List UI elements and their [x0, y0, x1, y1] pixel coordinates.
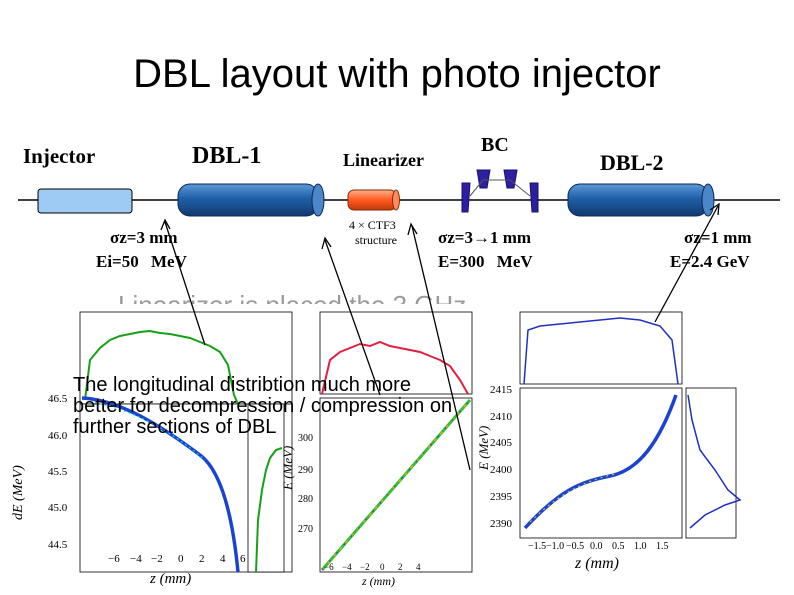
pointer-arrows [160, 202, 720, 471]
plot2-ytick: 290 [298, 465, 313, 476]
plot3-xtick: 1.0 [634, 541, 647, 552]
plot2-xtick: 2 [398, 562, 403, 572]
param-sigma-3: σz=1 mm [684, 228, 752, 247]
plot1-yticks: 46.5 46.0 45.5 45.0 44.5 [48, 393, 68, 551]
dbl1-label: DBL-1 [192, 143, 262, 169]
plot1-xtick: 2 [199, 553, 205, 565]
plot1-xtick: 6 [240, 553, 246, 565]
param-sigma-2: σz=3→1 mm [438, 228, 532, 247]
plot1-ytick: 45.0 [48, 502, 68, 514]
bc-chicane [461, 169, 539, 213]
plot1-ytick: 44.5 [48, 539, 68, 551]
plot3-ytick: 2410 [490, 411, 513, 423]
dbl1-cylinder [177, 183, 319, 217]
plot3-xticks: −1.5 −1.0 −0.5 0.0 0.5 1.0 1.5 [528, 541, 669, 552]
plot-3 [519, 311, 742, 539]
plot3-ylabel: E (MeV) [476, 426, 491, 471]
plot2-ylabel: E (MeV) [280, 446, 295, 491]
plot2-ytick: 300 [298, 433, 313, 444]
arrow-to-dbl2-exit [654, 205, 719, 323]
plot3-ytick: 2405 [490, 437, 513, 449]
plot1-xticks: −6 −4 −2 0 2 4 6 [108, 553, 246, 565]
obscured-caption: Linearizer is placed the 3 GHz [118, 290, 467, 320]
plot1-xtick: 4 [220, 553, 226, 565]
arrow-to-dbl1-exit [324, 239, 381, 396]
plot2-xtick: −2 [360, 562, 370, 572]
cavity-note-line2: structure [355, 233, 397, 247]
plot2-ytick: 270 [298, 524, 313, 535]
plot1-xlabel: z (mm) [149, 571, 191, 587]
plot3-xlabel: z (mm) [574, 555, 619, 572]
param-energy-2: E=300 MeV [438, 252, 533, 271]
plot2-yticks: 300 290 280 270 [298, 433, 313, 535]
param-energy-1: Ei=50 MeV [96, 252, 187, 271]
plot2-xticks: −6 −4 −2 0 2 4 [324, 562, 421, 572]
plot3-ytick: 2400 [490, 464, 513, 476]
plot1-xtick: 0 [178, 553, 184, 565]
plot1-xtick: −6 [108, 553, 120, 565]
plot1-ytick: 45.5 [48, 466, 68, 478]
plot3-ytick: 2415 [490, 384, 513, 396]
injector-label: Injector [23, 144, 96, 168]
slide-title: DBL layout with photo injector [133, 52, 661, 96]
plot3-xtick: 0.5 [612, 541, 625, 552]
param-sigma-1: σz=3 mm [110, 228, 178, 247]
dbl2-cylinder [567, 183, 709, 217]
plot3-yticks: 2415 2410 2405 2400 2395 2390 [490, 384, 513, 530]
plot2-ytick: 280 [298, 494, 313, 505]
plot2-xtick: 0 [380, 562, 385, 572]
plot1-ytick: 46.0 [48, 430, 68, 442]
cavity-note-line1: 4 × CTF3 [349, 218, 396, 232]
plot1-ylabel: dE (MeV) [11, 465, 26, 520]
dbl2-label: DBL-2 [600, 150, 664, 175]
plot1-xtick: −2 [151, 553, 163, 565]
linearizer-block [347, 189, 397, 211]
arrow-to-linearizer-exit [411, 225, 471, 471]
injector-block [37, 188, 133, 214]
plot3-xtick: 1.5 [656, 541, 669, 552]
plot1-ytick: 46.5 [48, 393, 68, 405]
plot2-xtick: −6 [324, 562, 334, 572]
bc-label: BC [481, 134, 509, 156]
plot3-xtick: −1.5 [528, 541, 546, 552]
note-text: The longitudinal distribtion much more b… [73, 374, 453, 438]
plot2-xtick: 4 [416, 562, 421, 572]
plot3-ytick: 2395 [490, 491, 513, 503]
plot2-xtick: −4 [342, 562, 352, 572]
plot3-xtick: −1.0 [546, 541, 564, 552]
linearizer-label: Linearizer [343, 150, 424, 170]
arrow-to-injector-exit [164, 221, 206, 346]
plot3-xtick: 0.0 [590, 541, 603, 552]
plot2-xlabel: z (mm) [361, 574, 395, 588]
plot1-xtick: −4 [130, 553, 142, 565]
plot3-ytick: 2390 [490, 518, 513, 530]
plot-1 [79, 311, 293, 573]
plot-2 [319, 311, 473, 573]
plot3-xtick: −0.5 [566, 541, 584, 552]
